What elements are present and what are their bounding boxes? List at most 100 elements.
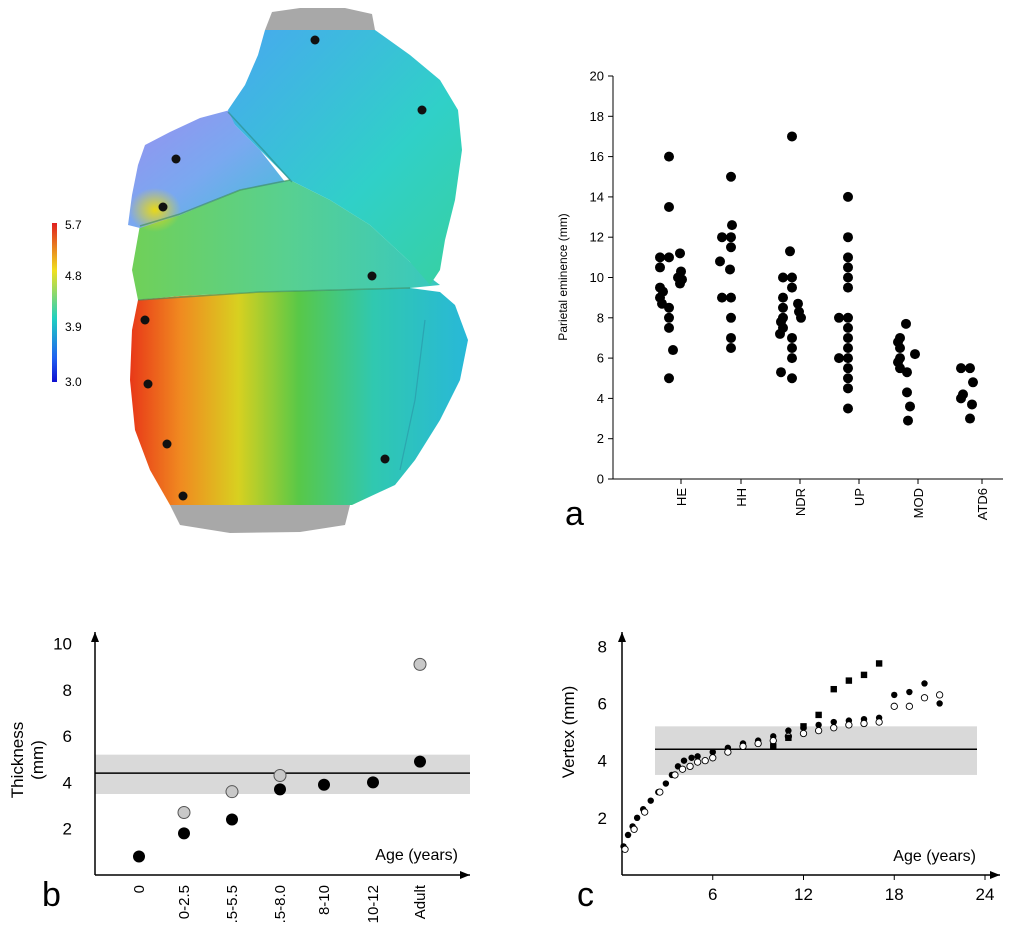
data-point-he (655, 262, 665, 273)
chart-a-y-axis-label: Parietal eminence (mm) (556, 213, 570, 340)
x-tick-label: 18 (885, 885, 904, 904)
data-point-open-circle (890, 702, 898, 710)
data-point (318, 778, 330, 791)
data-point-open-circle (920, 694, 929, 702)
chart-c-x-axis-arrow (990, 871, 1000, 879)
chart-b-y-axis-label-line1: Thickness (8, 722, 27, 799)
data-point-ndr (787, 343, 797, 354)
data-point-atd6 (968, 377, 978, 388)
data-point-mod (895, 353, 905, 364)
chart-b-points (133, 657, 427, 863)
landmark (158, 202, 168, 212)
data-point-up (843, 252, 853, 263)
y-tick-label: 4 (63, 773, 72, 792)
data-point-hh (726, 343, 736, 354)
data-point (274, 783, 286, 796)
x-tick-label: 0-2.5 (176, 885, 193, 919)
x-tick-label: ATD6 (975, 488, 990, 520)
chart-c-x-ticks: 6 12 18 24 (708, 875, 994, 904)
data-point-ndr (778, 272, 788, 283)
data-point-he (668, 345, 678, 356)
data-point-ndr (776, 367, 786, 378)
data-point-square (860, 671, 868, 679)
data-point-square (800, 723, 807, 730)
chart-c-reference-band (655, 726, 977, 775)
data-point-up (843, 363, 853, 374)
data-point-open-circle (686, 762, 694, 771)
data-point-up (843, 232, 853, 243)
data-point-up (843, 403, 853, 414)
chart-b-x-axis-label: Age (years) (375, 847, 458, 864)
data-point-open-circle (799, 729, 808, 738)
panel-label-a: a (565, 495, 584, 533)
x-tick-label: 12 (794, 885, 813, 904)
data-point-open-circle (845, 721, 853, 729)
bone-thickness-map (128, 8, 468, 533)
bone-crack-1 (227, 111, 293, 183)
bone-crack-2 (139, 179, 291, 227)
data-point-open-circle (641, 808, 649, 816)
y-tick-label: 8 (63, 681, 72, 700)
data-point-up (843, 383, 853, 394)
data-point-hh (725, 264, 735, 275)
y-tick-label: 8 (598, 637, 607, 656)
data-point-he (676, 266, 686, 277)
data-point-filled-circle (891, 691, 898, 699)
data-point-hh (726, 332, 736, 343)
x-tick-label: NDR (793, 488, 808, 516)
x-tick-label: .5-8.0 (272, 885, 289, 923)
x-tick-label: HH (734, 488, 749, 507)
data-point-filled-circle (694, 753, 701, 760)
data-point-mod (895, 332, 905, 343)
bone-top-cap (265, 8, 375, 30)
data-point-ndr (778, 302, 788, 313)
data-point-mod (910, 349, 920, 360)
chart-a-axes (612, 76, 1003, 480)
data-point-up (843, 353, 853, 364)
chart-c-axes (618, 632, 1000, 879)
data-point-hh (726, 292, 736, 303)
data-point-open-circle (724, 748, 732, 756)
data-point-ndr (793, 298, 803, 309)
y-tick-label: 2 (63, 820, 72, 839)
chart-c-y-axis-label: Vertex (mm) (559, 686, 578, 779)
y-tick-label: 18 (590, 109, 604, 124)
data-point-ndr (787, 332, 797, 343)
data-point-up (834, 353, 844, 364)
panel-label-c: c (577, 876, 594, 914)
data-point (133, 850, 145, 863)
data-point-square (770, 743, 777, 750)
data-point-he (664, 252, 674, 263)
data-point-open-circle (693, 758, 702, 766)
data-point (226, 813, 238, 826)
chart-b-x-axis-arrow (460, 871, 470, 879)
data-point-open-circle (739, 742, 747, 751)
bone-upper-right-fragment (228, 30, 462, 285)
y-tick-label: 4 (598, 752, 607, 771)
bone-crack-3 (137, 287, 411, 301)
chart-b-y-axis-label-line2: (mm) (28, 740, 47, 780)
data-point-open-circle (754, 739, 762, 748)
data-point (414, 755, 426, 768)
data-point-open-circle (875, 718, 883, 726)
data-point-open-circle (671, 771, 679, 779)
chart-c-points (620, 660, 944, 853)
x-tick-label: 8-10 (316, 885, 333, 915)
reference-band (655, 726, 977, 775)
data-point-he (664, 322, 674, 333)
data-point-atd6 (965, 413, 975, 424)
data-point-mod (902, 387, 912, 398)
data-point-ndr (778, 292, 788, 303)
y-tick-label: 16 (590, 149, 604, 164)
x-tick-label: 0 (131, 885, 148, 893)
data-point-ndr (787, 373, 797, 384)
data-point-ndr (787, 272, 797, 283)
data-point-filled-circle (647, 797, 654, 804)
data-point-he (664, 373, 674, 384)
chart-b-axes (91, 632, 470, 879)
colorbar-mid-high-label: 4.8 (65, 269, 82, 283)
y-tick-label: 8 (597, 310, 604, 325)
data-point-open-circle (630, 825, 638, 833)
data-point (367, 776, 379, 789)
